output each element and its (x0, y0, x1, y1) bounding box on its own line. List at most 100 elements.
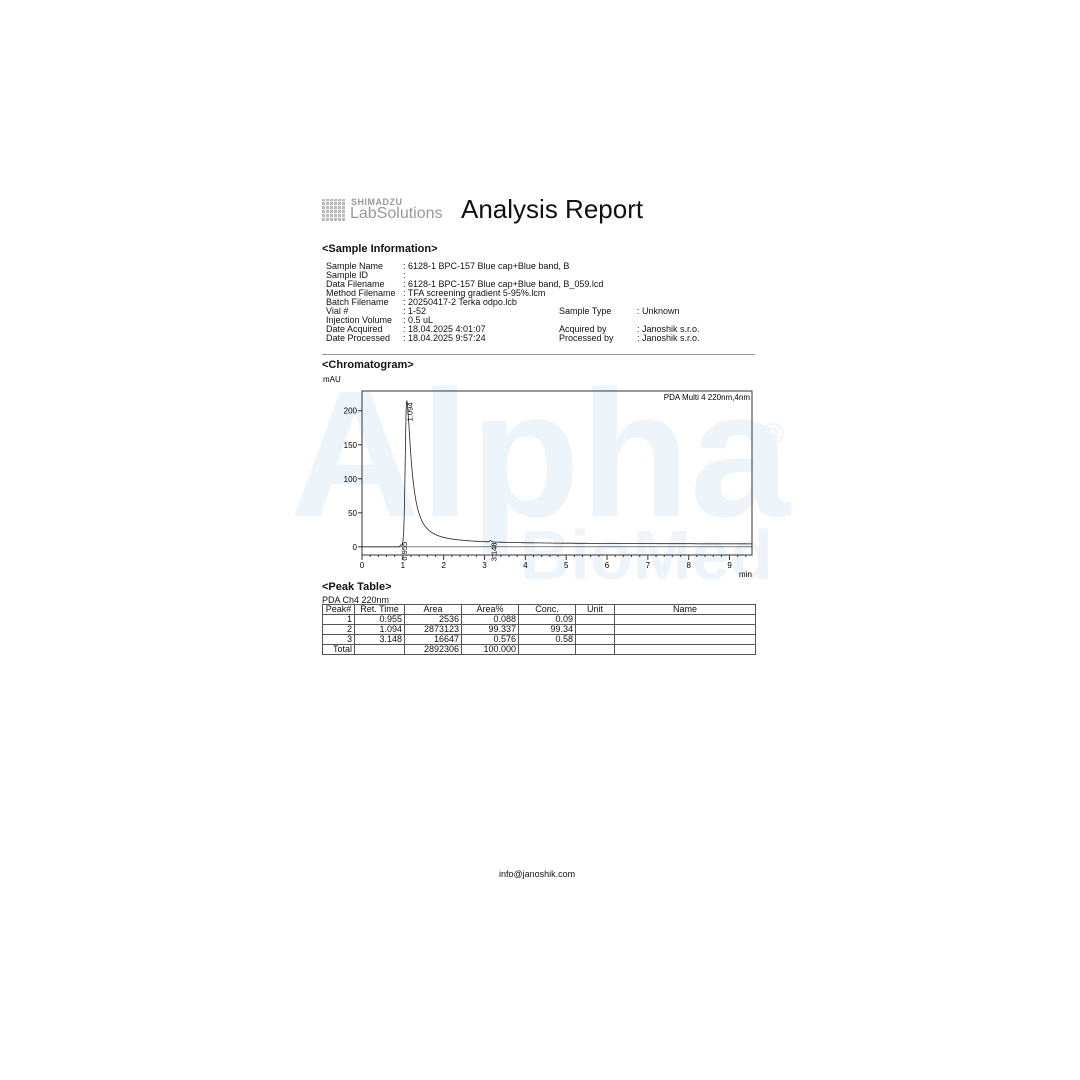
info-label: Sample Type (559, 306, 612, 316)
table-cell: 3 (322, 634, 355, 645)
table-cell (575, 644, 615, 655)
watermark-alpha: Alpha (290, 354, 791, 555)
y-tick-label: 100 (344, 475, 358, 484)
legend-label: PDA Multi 4 220nm,4nm (664, 393, 751, 402)
table-row: 2 1.094 2873123 99.337 99.34 (322, 624, 756, 635)
info-label: Acquired by (559, 324, 607, 334)
y-tick-label: 0 (353, 543, 358, 552)
info-value: : Janoshik s.r.o. (637, 324, 700, 334)
info-label: Batch Filename (326, 297, 389, 307)
x-tick-label: 3 (482, 561, 487, 570)
info-label: Vial # (326, 306, 349, 316)
table-cell: 0.58 (518, 634, 576, 645)
info-value: : (403, 270, 406, 280)
info-value: : 6128-1 BPC-157 Blue cap+Blue band, B (403, 261, 570, 271)
info-value: : 1-52 (403, 306, 427, 316)
table-cell: 3.148 (354, 634, 405, 645)
column-header: Area% (461, 604, 519, 615)
info-label: Processed by (559, 333, 614, 343)
info-label: Data Filename (326, 279, 385, 289)
peak-label: 1.094 (406, 403, 415, 422)
table-cell: Total (322, 644, 355, 655)
table-cell: 0.955 (354, 614, 405, 625)
table-cell: 2873123 (404, 624, 462, 635)
table-cell: 2536 (404, 614, 462, 625)
x-tick-label: 2 (441, 561, 446, 570)
peak-table-heading: <Peak Table> (322, 581, 392, 593)
table-cell: 99.337 (461, 624, 519, 635)
table-cell (614, 634, 756, 645)
x-tick-label: 0 (360, 561, 365, 570)
table-cell (614, 644, 756, 655)
column-header: Peak# (322, 604, 355, 615)
peak-label: 3.148 (490, 542, 499, 561)
info-label: Sample Name (326, 261, 384, 271)
info-value: : 18.04.2025 9:57:24 (403, 333, 486, 343)
info-row: Sample ID: (326, 270, 406, 280)
watermark-registered: ® (762, 418, 785, 451)
info-label: Date Acquired (326, 324, 383, 334)
y-tick-label: 150 (344, 441, 358, 450)
table-cell: 1 (322, 614, 355, 625)
info-value: : Unknown (637, 306, 680, 316)
x-tick-label: 8 (686, 561, 691, 570)
x-axis-label: min (739, 570, 752, 579)
info-label: Date Processed (326, 333, 391, 343)
info-row: Sample Name : 6128-1 BPC-157 Blue cap+Blu… (326, 261, 569, 271)
info-value: : 0.5 uL (403, 315, 434, 325)
info-row: Date Processed : 18.04.2025 9:57:24 (326, 333, 486, 343)
x-tick-label: 9 (727, 561, 732, 570)
table-cell: 0.576 (461, 634, 519, 645)
info-row: Date Acquired : 18.04.2025 4:01:07 (326, 324, 486, 334)
table-row: 1 0.955 2536 0.088 0.09 (322, 614, 756, 625)
table-cell (614, 614, 756, 625)
y-tick-label: 50 (348, 509, 357, 518)
y-tick-label: 200 (344, 407, 358, 416)
column-header: Unit (575, 604, 615, 615)
table-cell: 99.34 (518, 624, 576, 635)
table-cell (575, 634, 615, 645)
peak-table: Peak# Ret. Time Area Area% Conc. Unit Name 1 0.9… (322, 604, 756, 655)
y-axis-label: mAU (323, 375, 341, 384)
brand-bottom: LabSolutions (350, 205, 443, 222)
info-row: Method Filename: TFA screening gradient … (326, 288, 545, 298)
info-label: Injection Volume (326, 315, 393, 325)
chromatogram-trace (362, 400, 752, 548)
info-label: Sample ID (326, 270, 369, 280)
table-cell (354, 644, 405, 655)
info-value: : 20250417-2 Terka odpo.lcb (403, 297, 517, 307)
table-cell: 2 (322, 624, 355, 635)
x-tick-label: 5 (564, 561, 569, 570)
plot-frame (361, 390, 753, 556)
column-header: Ret. Time (354, 604, 405, 615)
info-row: Sample Type : Unknown (559, 307, 759, 316)
footer-email: info@janoshik.com (499, 869, 576, 879)
info-row: Injection Volume : 0.5 uL (326, 315, 433, 325)
info-row: Acquired by : Janoshik s.r.o. (559, 325, 759, 334)
x-tick-label: 6 (605, 561, 610, 570)
column-header: Name (614, 604, 756, 615)
sample-info-left: Sample Name : 6128-1 BPC-157 Blue cap+Blu… (326, 261, 603, 343)
table-cell: 2892306 (404, 644, 462, 655)
page-title: Analysis Report (461, 194, 644, 224)
column-header: Conc. (518, 604, 576, 615)
chromatogram-heading: <Chromatogram> (322, 359, 414, 371)
table-cell (575, 624, 615, 635)
table-row: Total 2892306 100.000 (322, 644, 756, 655)
info-value: : 18.04.2025 4:01:07 (403, 324, 486, 334)
table-cell (614, 624, 756, 635)
table-row: 3 3.148 16647 0.576 0.58 (322, 634, 756, 645)
sample-info-heading: <Sample Information> (322, 243, 438, 255)
table-cell (518, 644, 576, 655)
info-value: : Janoshik s.r.o. (637, 333, 700, 343)
info-value: : 6128-1 BPC-157 Blue cap+Blue band, B_0… (403, 279, 604, 289)
table-cell: 100.000 (461, 644, 519, 655)
x-tick-label: 1 (401, 561, 406, 570)
info-label: Method Filename (326, 288, 396, 298)
divider (322, 354, 755, 355)
table-header-row: Peak# Ret. Time Area Area% Conc. Unit Name (322, 604, 756, 615)
table-cell: 1.094 (354, 624, 405, 635)
table-cell (575, 614, 615, 625)
peak-label: 0.955 (400, 542, 409, 561)
